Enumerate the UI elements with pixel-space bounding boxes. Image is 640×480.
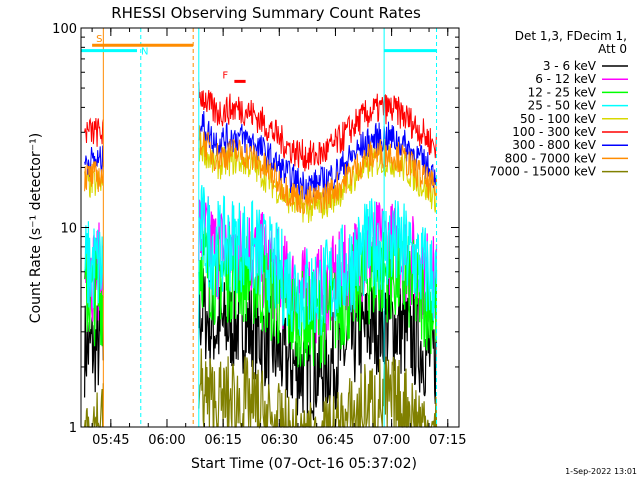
legend-header-line-2: Att 0 <box>598 42 627 56</box>
legend-label-7: 300 - 800 keV <box>512 138 596 152</box>
y-tick-label-3: 100 <box>52 22 77 37</box>
annotation-label-3: F <box>222 70 228 81</box>
x-tick-label-4: 06:30 <box>261 433 298 448</box>
x-tick-label-5: 06:45 <box>317 433 354 448</box>
axis-layer: 05:45 06:00 06:15 06:30 06:45 07:00 07:15 1 10 10… <box>52 22 466 448</box>
x-axis-label: Start Time (07-Oct-16 05:37:02) <box>191 456 417 472</box>
series-4 <box>84 185 438 336</box>
series-6 <box>84 82 437 172</box>
data-layer <box>84 82 438 429</box>
series-6-segment-1 <box>84 117 104 147</box>
series-8 <box>84 125 437 215</box>
legend-label-2: 6 - 12 keV <box>535 72 597 86</box>
footer-timestamp: 1-Sep-2022 13:01 <box>565 467 637 476</box>
legend-header-line-1: Det 1,3, FDecim 1, <box>515 29 627 43</box>
legend-label-8: 800 - 7000 keV <box>505 151 597 165</box>
x-tick-label-6: 07:00 <box>373 433 410 448</box>
legend-label-5: 50 - 100 keV <box>520 112 597 126</box>
y-axis-label: Count Rate (s⁻¹ detector⁻¹) <box>28 133 44 323</box>
y-tick-label-2: 10 <box>60 222 77 237</box>
x-tick-label-3: 06:15 <box>204 433 241 448</box>
x-tick-label-7: 07:15 <box>429 433 466 448</box>
series-1-segment-2 <box>198 268 438 421</box>
series-8-segment-1 <box>84 160 104 193</box>
legend-label-6: 100 - 300 keV <box>512 125 596 139</box>
series-7-segment-2 <box>198 110 437 201</box>
legend-label-1: 3 - 6 keV <box>543 59 597 73</box>
marker-layer: S N F <box>81 28 438 427</box>
annotation-label-2: N <box>141 47 148 58</box>
x-tick-label-1: 05:45 <box>92 433 129 448</box>
legend-label-9: 7000 - 15000 keV <box>489 165 596 179</box>
legend-label-3: 12 - 25 keV <box>528 85 597 99</box>
series-4-segment-2 <box>198 185 438 336</box>
x-tick-label-2: 06:00 <box>148 433 185 448</box>
series-8-segment-2 <box>198 125 437 215</box>
legend-label-4: 25 - 50 keV <box>528 99 597 113</box>
chart-title: RHESSI Observing Summary Count Rates <box>111 4 421 22</box>
annotation-label-1: S <box>96 34 102 45</box>
y-tick-label-1: 1 <box>69 421 77 436</box>
series-4-segment-1 <box>84 221 104 309</box>
series-6-segment-2 <box>198 82 437 172</box>
